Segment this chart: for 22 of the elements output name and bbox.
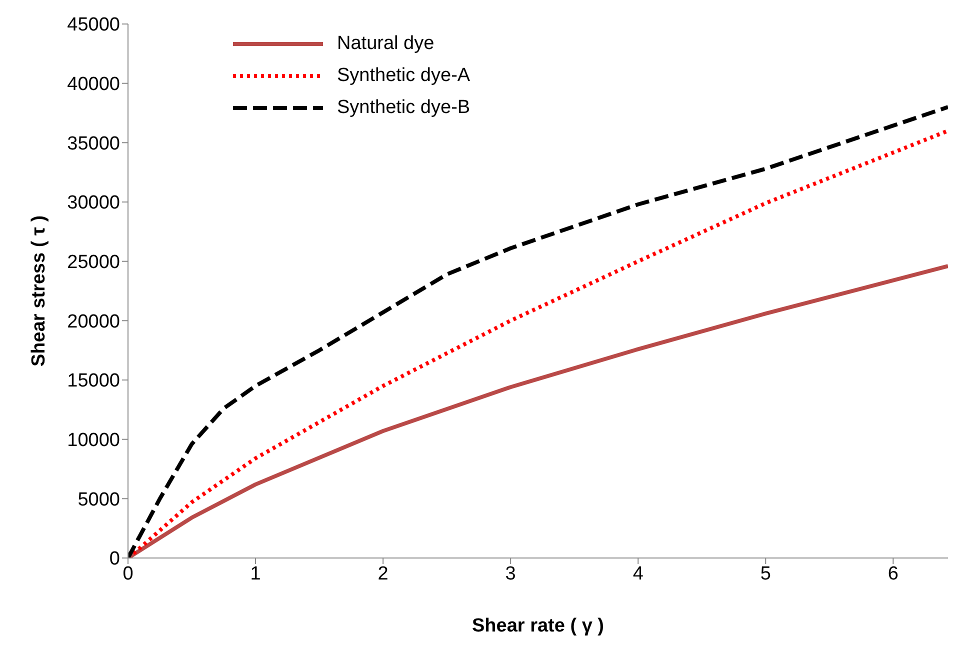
legend-label: Natural dye	[337, 33, 434, 55]
x-tick-label: 3	[505, 563, 516, 584]
y-tick-label: 15000	[67, 370, 120, 392]
x-tick-label: 4	[632, 563, 644, 584]
y-tick-label: 10000	[67, 430, 120, 452]
y-axis-title: Shear stress ( τ )	[28, 215, 50, 367]
y-tick-label: 5000	[78, 489, 120, 510]
legend-label: Synthetic dye-A	[337, 65, 470, 87]
y-tick-label: 40000	[67, 74, 120, 96]
y-tick-label: 20000	[67, 311, 120, 332]
legend-label: Synthetic dye-B	[337, 97, 470, 119]
x-tick-label: 6	[888, 563, 898, 584]
y-tick-label: 0	[109, 548, 120, 570]
x-tick-label: 2	[378, 563, 388, 584]
y-tick-label: 30000	[67, 192, 120, 214]
x-tick-label: 1	[250, 563, 261, 584]
y-tick-label: 45000	[67, 14, 120, 36]
y-tick-label: 35000	[67, 133, 120, 154]
y-tick-label: 25000	[67, 252, 120, 274]
x-axis-title: Shear rate ( γ )	[472, 615, 604, 636]
x-tick-label: 0	[122, 563, 134, 584]
x-tick-label: 5	[760, 563, 771, 584]
